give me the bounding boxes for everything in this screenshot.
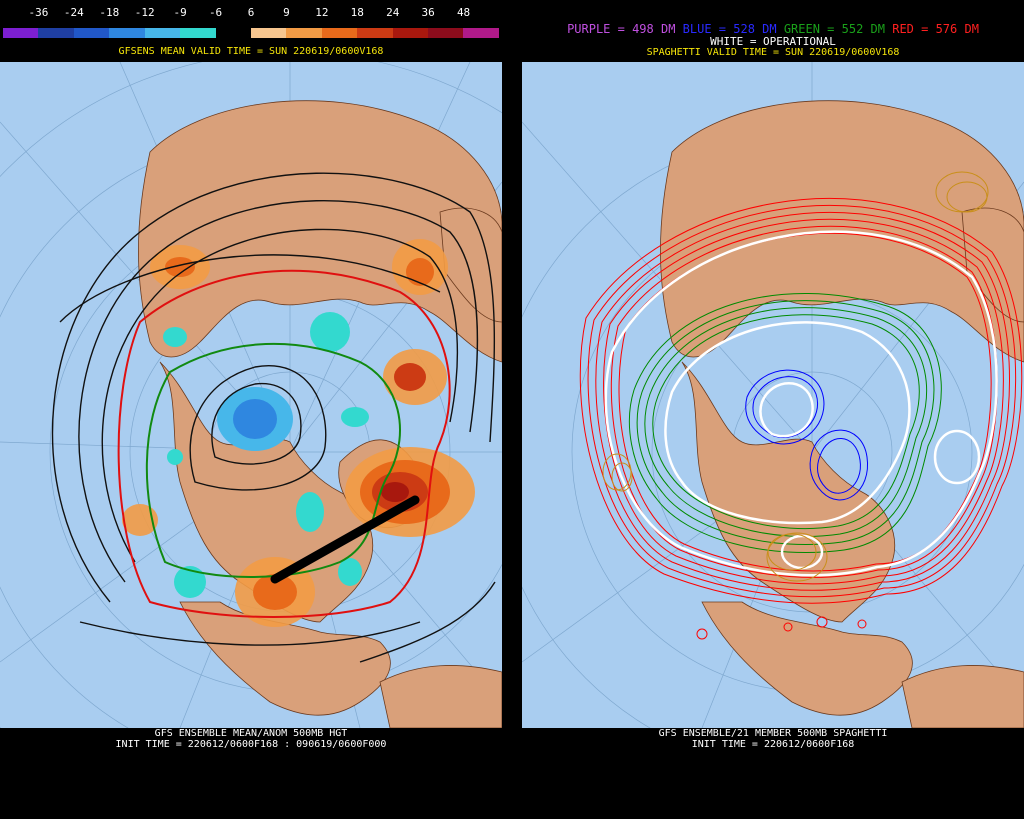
anomaly-color-scale: -36 -24 -18 -12 -9 -6 6 9 12 18 24 36 48 [3, 4, 499, 38]
spaghetti-red-fragments [696, 616, 867, 640]
scale-swatch [357, 28, 393, 38]
legend-blue: BLUE = 528 DM [682, 22, 777, 36]
mean-bottom-title: GFS ENSEMBLE MEAN/ANOM 500MB HGT [154, 728, 348, 739]
scale-swatch [180, 28, 216, 38]
scale-swatch [73, 28, 110, 38]
scale-label: 36 [421, 6, 435, 19]
scale-swatch [463, 28, 499, 38]
scale-label: -9 [173, 6, 187, 19]
spaghetti-552dm-green [628, 293, 942, 553]
legend-green: GREEN = 552 DM [783, 22, 885, 36]
scale-label: 24 [386, 6, 400, 19]
spaghetti-bottom-title: GFS ENSEMBLE/21 MEMBER 500MB SPAGHETTI [658, 728, 888, 739]
scale-swatch [286, 28, 322, 38]
scale-label: -12 [134, 6, 155, 19]
scale-swatch [38, 28, 74, 38]
spaghetti-map [522, 62, 1024, 728]
spaghetti-init-time: INIT TIME = 220612/0600F168 [691, 739, 855, 750]
panel-divider [502, 0, 522, 819]
ensemble-mean-panel: -36 -24 -18 -12 -9 -6 6 9 12 18 24 36 48 GFSENS MEAN… [0, 0, 502, 819]
height-contours [51, 172, 496, 663]
scale-swatch [3, 28, 39, 38]
spaghetti-panel: PURPLE = 498 DM BLUE = 528 DM GREEN = 55… [522, 0, 1024, 819]
scale-swatch [250, 28, 287, 38]
mean-valid-time-title: GFSENS MEAN VALID TIME = SUN 220619/0600… [118, 46, 384, 57]
scale-label: -24 [63, 6, 84, 19]
teleconnection-line [270, 495, 420, 584]
scale-label: 12 [315, 6, 329, 19]
legend-purple: PURPLE = 498 DM [567, 22, 676, 36]
scale-label: -18 [99, 6, 120, 19]
legend-white: WHITE = OPERATIONAL [710, 35, 836, 48]
scale-swatch [321, 28, 358, 38]
scale-bar [3, 28, 499, 38]
scale-swatch [428, 28, 464, 38]
spaghetti-gold [602, 171, 989, 582]
scale-swatch [392, 28, 429, 38]
scale-label: 48 [456, 6, 471, 19]
scale-swatch [144, 28, 181, 38]
mean-init-time: INIT TIME = 220612/0600F168 : 090619/060… [115, 739, 387, 750]
spaghetti-legend: PURPLE = 498 DM BLUE = 528 DM GREEN = 55… [522, 22, 1024, 36]
spaghetti-528dm-blue [745, 369, 868, 501]
scale-label: -36 [28, 6, 49, 19]
ensemble-mean-map [0, 62, 502, 728]
scale-swatch [109, 28, 145, 38]
spaghetti-valid-time-title: SPAGHETTI VALID TIME = SUN 220619/0600V1… [646, 47, 900, 58]
scale-label: 9 [283, 6, 290, 19]
scale-label: 18 [350, 6, 364, 19]
scale-label: 6 [247, 6, 255, 19]
legend-red: RED = 576 DM [892, 22, 979, 36]
scale-swatch [215, 28, 251, 38]
scale-labels: -36 -24 -18 -12 -9 -6 6 9 12 18 24 36 48 [3, 4, 499, 20]
scale-label: -6 [208, 6, 223, 19]
land-masses [660, 100, 1024, 728]
